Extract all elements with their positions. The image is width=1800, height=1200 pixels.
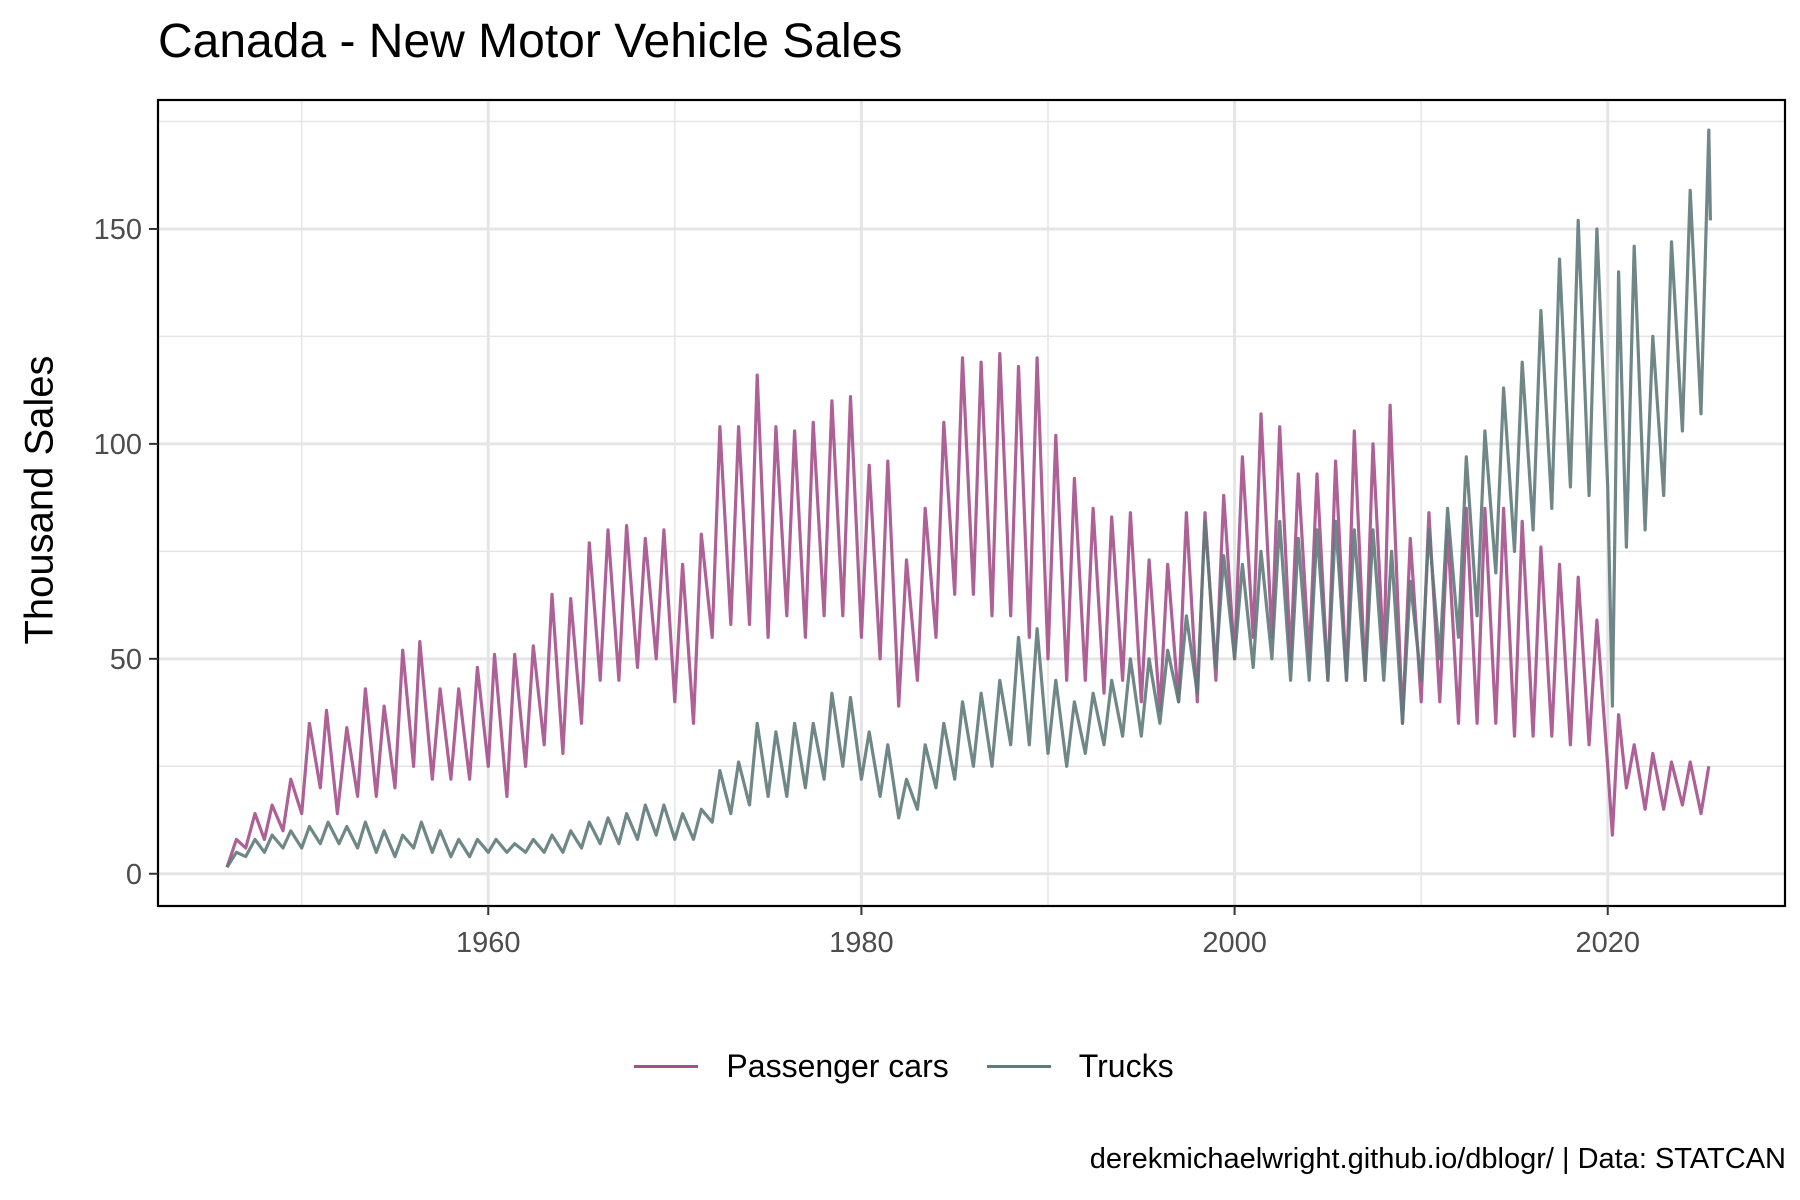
axis-layer: 1960 1980 2000 2020 0 50 100 150 <box>94 214 1640 959</box>
legend-item-trucks: Trucks <box>979 1048 1174 1085</box>
grid-layer <box>158 100 1785 906</box>
x-tick-label: 2020 <box>1575 927 1640 959</box>
legend-label-passenger-cars: Passenger cars <box>726 1048 949 1084</box>
x-tick-label: 1960 <box>456 927 521 959</box>
panel-border <box>156 98 1787 908</box>
y-tick-label: 50 <box>110 644 142 676</box>
x-tick-label: 2000 <box>1202 927 1267 959</box>
y-tick-label: 100 <box>94 429 142 461</box>
legend-key-trucks <box>986 1065 1051 1068</box>
legend: Passenger cars Trucks <box>0 1048 1800 1085</box>
legend-key-passenger-cars <box>634 1065 699 1068</box>
caption: derekmichaelwright.github.io/dblogr/ | D… <box>1089 1143 1786 1175</box>
legend-item-passenger-cars: Passenger cars <box>626 1048 949 1085</box>
y-tick-label: 150 <box>94 214 142 246</box>
series-line-trucks <box>225 128 1712 869</box>
x-tick-label: 1980 <box>829 927 894 959</box>
series-layer <box>225 128 1712 869</box>
chart-title: Canada - New Motor Vehicle Sales <box>158 15 903 68</box>
series-line-passenger-cars <box>225 352 1711 868</box>
legend-label-trucks: Trucks <box>1078 1048 1174 1084</box>
y-tick-label: 0 <box>126 859 142 891</box>
